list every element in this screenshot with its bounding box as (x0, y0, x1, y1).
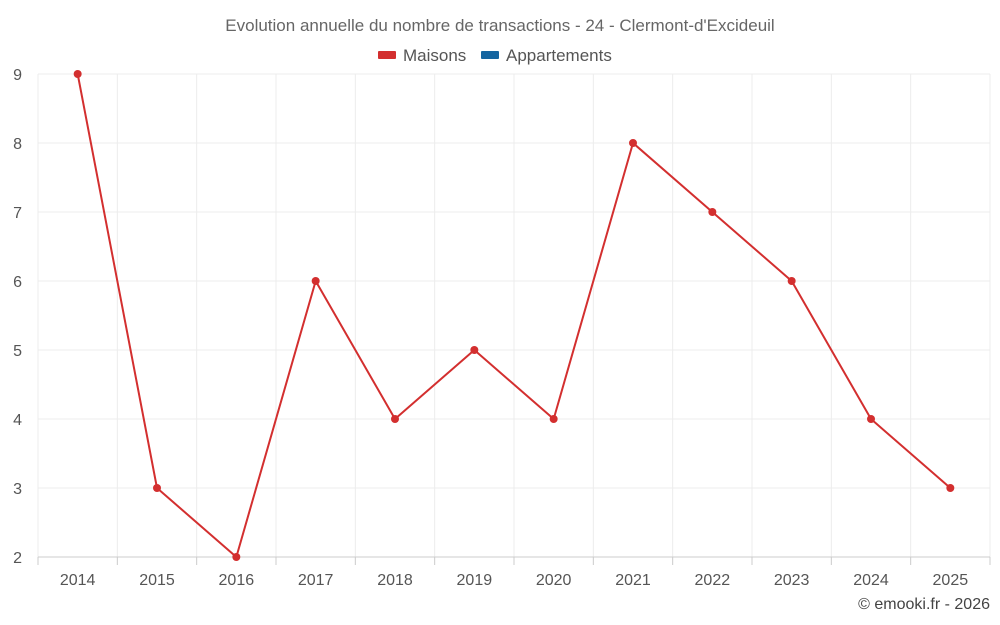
x-tick-label: 2024 (853, 572, 889, 589)
legend-label-appartements[interactable]: Appartements (506, 46, 612, 65)
data-point[interactable] (470, 346, 479, 354)
credit-text: © emooki.fr - 2026 (858, 596, 990, 613)
legend-swatch-maisons (378, 51, 396, 59)
data-point[interactable] (867, 415, 875, 423)
data-point[interactable] (232, 553, 241, 561)
legend: Maisons Appartements (378, 46, 612, 65)
y-tick-label: 3 (13, 481, 22, 498)
y-tick-label: 4 (13, 412, 22, 429)
data-point[interactable] (946, 484, 955, 492)
y-tick-label: 9 (13, 67, 22, 84)
data-point[interactable] (153, 484, 161, 492)
y-tick-label: 5 (13, 343, 22, 360)
x-tick-label: 2021 (615, 572, 651, 589)
x-tick-label: 2018 (377, 572, 413, 589)
data-point[interactable] (549, 415, 558, 423)
x-axis-ticks: 2014 2015 2016 2017 2018 2019 2020 2021 2022 2023… (60, 572, 968, 589)
axes (37, 556, 991, 565)
x-tick-label: 2025 (933, 572, 969, 589)
grid (37, 73, 991, 557)
series-maisons (73, 70, 955, 561)
x-tick-label: 2014 (60, 572, 96, 589)
legend-label-maisons[interactable]: Maisons (403, 46, 466, 65)
chart-title: Evolution annuelle du nombre de transact… (225, 16, 774, 35)
data-point[interactable] (787, 277, 796, 285)
x-tick-label: 2020 (536, 572, 572, 589)
y-tick-label: 8 (13, 136, 22, 153)
data-point[interactable] (311, 277, 320, 285)
x-tick-label: 2023 (774, 572, 810, 589)
legend-swatch-appartements (481, 51, 499, 59)
y-tick-label: 7 (13, 205, 22, 222)
x-tick-label: 2019 (457, 572, 493, 589)
x-tick-label: 2015 (139, 572, 175, 589)
x-tick-label: 2016 (219, 572, 255, 589)
y-tick-label: 6 (13, 274, 22, 291)
data-point[interactable] (391, 415, 399, 423)
data-point[interactable] (708, 208, 717, 216)
x-tick-label: 2017 (298, 572, 334, 589)
series-line-maisons (76, 73, 951, 558)
data-point[interactable] (629, 139, 637, 147)
y-axis-ticks: 2 3 4 5 6 7 8 9 (13, 67, 22, 567)
x-tick-label: 2022 (695, 572, 731, 589)
y-tick-label: 2 (13, 550, 22, 567)
data-point[interactable] (73, 70, 82, 78)
